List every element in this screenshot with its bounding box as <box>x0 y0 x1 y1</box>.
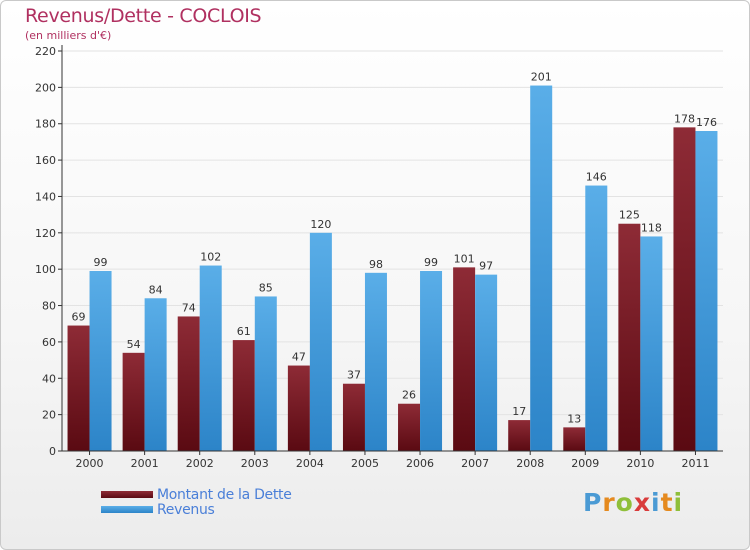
data-label-debt: 61 <box>237 325 251 338</box>
x-tick-label: 2009 <box>571 457 599 470</box>
y-tick-label: 140 <box>35 190 56 203</box>
bar-debt <box>342 383 365 451</box>
data-label-debt: 69 <box>72 311 86 324</box>
data-label-revenue: 201 <box>531 71 552 84</box>
x-tick-label: 2001 <box>131 457 159 470</box>
y-tick-label: 40 <box>42 372 56 385</box>
logo-letter: x <box>633 488 651 517</box>
logo-letter: r <box>602 488 616 517</box>
bar-revenue <box>530 85 553 451</box>
data-label-revenue: 99 <box>94 256 108 269</box>
data-label-revenue: 118 <box>641 221 662 234</box>
logo-letter: i <box>673 488 684 517</box>
data-label-debt: 101 <box>454 252 475 265</box>
y-tick-label: 200 <box>35 81 56 94</box>
bar-debt <box>287 365 310 451</box>
legend-item-revenue: Revenus <box>101 501 292 518</box>
bar-debt <box>232 340 255 451</box>
logo-letter: i <box>651 488 661 517</box>
bar-revenue <box>89 271 112 451</box>
data-label-revenue: 102 <box>200 251 221 264</box>
bar-debt <box>122 352 145 451</box>
legend-swatch-debt <box>101 491 153 498</box>
legend-item-debt: Montant de la Dette <box>101 486 292 503</box>
x-tick-label: 2011 <box>681 457 709 470</box>
bar-debt <box>673 127 696 451</box>
chart-title: Revenus/Dette - COCLOIS <box>25 5 262 27</box>
legend-label-revenue: Revenus <box>157 501 215 518</box>
bar-revenue <box>640 236 663 451</box>
bar-revenue <box>254 296 277 451</box>
y-tick-label: 180 <box>35 118 56 131</box>
data-label-debt: 26 <box>402 389 416 402</box>
bar-revenue <box>420 271 443 451</box>
data-label-debt: 13 <box>567 412 581 425</box>
legend-label-debt: Montant de la Dette <box>157 486 292 503</box>
y-tick-label: 80 <box>42 300 56 313</box>
data-label-revenue: 146 <box>586 171 607 184</box>
x-tick-label: 2006 <box>406 457 434 470</box>
data-label-debt: 178 <box>674 112 695 125</box>
logo-letter: P <box>583 488 603 517</box>
y-tick-label: 0 <box>49 445 56 458</box>
bar-debt <box>67 325 90 451</box>
chart-legend: Montant de la Dette Revenus <box>101 486 292 518</box>
bar-debt <box>508 420 531 451</box>
data-label-debt: 17 <box>512 405 526 418</box>
x-tick-label: 2004 <box>296 457 324 470</box>
bar-debt <box>618 223 641 451</box>
bar-debt <box>563 427 586 451</box>
bar-debt <box>453 267 476 451</box>
y-tick-label: 220 <box>35 45 56 58</box>
y-tick-label: 60 <box>42 336 56 349</box>
data-label-debt: 54 <box>127 338 141 351</box>
bar-debt <box>398 403 421 451</box>
x-tick-label: 2000 <box>76 457 104 470</box>
bar-revenue <box>475 274 498 451</box>
data-label-revenue: 97 <box>479 260 493 273</box>
data-label-debt: 125 <box>619 209 640 222</box>
data-label-revenue: 99 <box>424 256 438 269</box>
bar-debt <box>177 316 200 451</box>
y-tick-label: 20 <box>42 409 56 422</box>
bar-revenue <box>309 232 332 451</box>
x-tick-label: 2008 <box>516 457 544 470</box>
data-label-debt: 37 <box>347 369 361 382</box>
x-tick-label: 2003 <box>241 457 269 470</box>
logo-letter: t <box>660 488 674 517</box>
data-label-debt: 74 <box>182 301 196 314</box>
bar-revenue <box>695 131 718 451</box>
x-tick-label: 2007 <box>461 457 489 470</box>
data-label-debt: 47 <box>292 351 306 364</box>
proxiti-logo: Proxiti <box>583 488 683 517</box>
bar-revenue <box>144 298 167 451</box>
logo-letter: o <box>615 488 634 517</box>
x-tick-label: 2005 <box>351 457 379 470</box>
data-label-revenue: 176 <box>696 116 717 129</box>
x-tick-label: 2002 <box>186 457 214 470</box>
data-label-revenue: 84 <box>149 283 163 296</box>
bar-revenue <box>364 272 387 451</box>
y-tick-label: 120 <box>35 227 56 240</box>
bar-revenue <box>199 265 222 451</box>
legend-swatch-revenue <box>101 506 153 513</box>
data-label-revenue: 98 <box>369 258 383 271</box>
chart-subtitle: (en milliers d'€) <box>25 29 112 42</box>
data-label-revenue: 120 <box>310 218 331 231</box>
x-tick-label: 2010 <box>626 457 654 470</box>
bar-revenue <box>585 185 608 451</box>
y-tick-label: 100 <box>35 263 56 276</box>
data-label-revenue: 85 <box>259 281 273 294</box>
y-tick-label: 160 <box>35 154 56 167</box>
